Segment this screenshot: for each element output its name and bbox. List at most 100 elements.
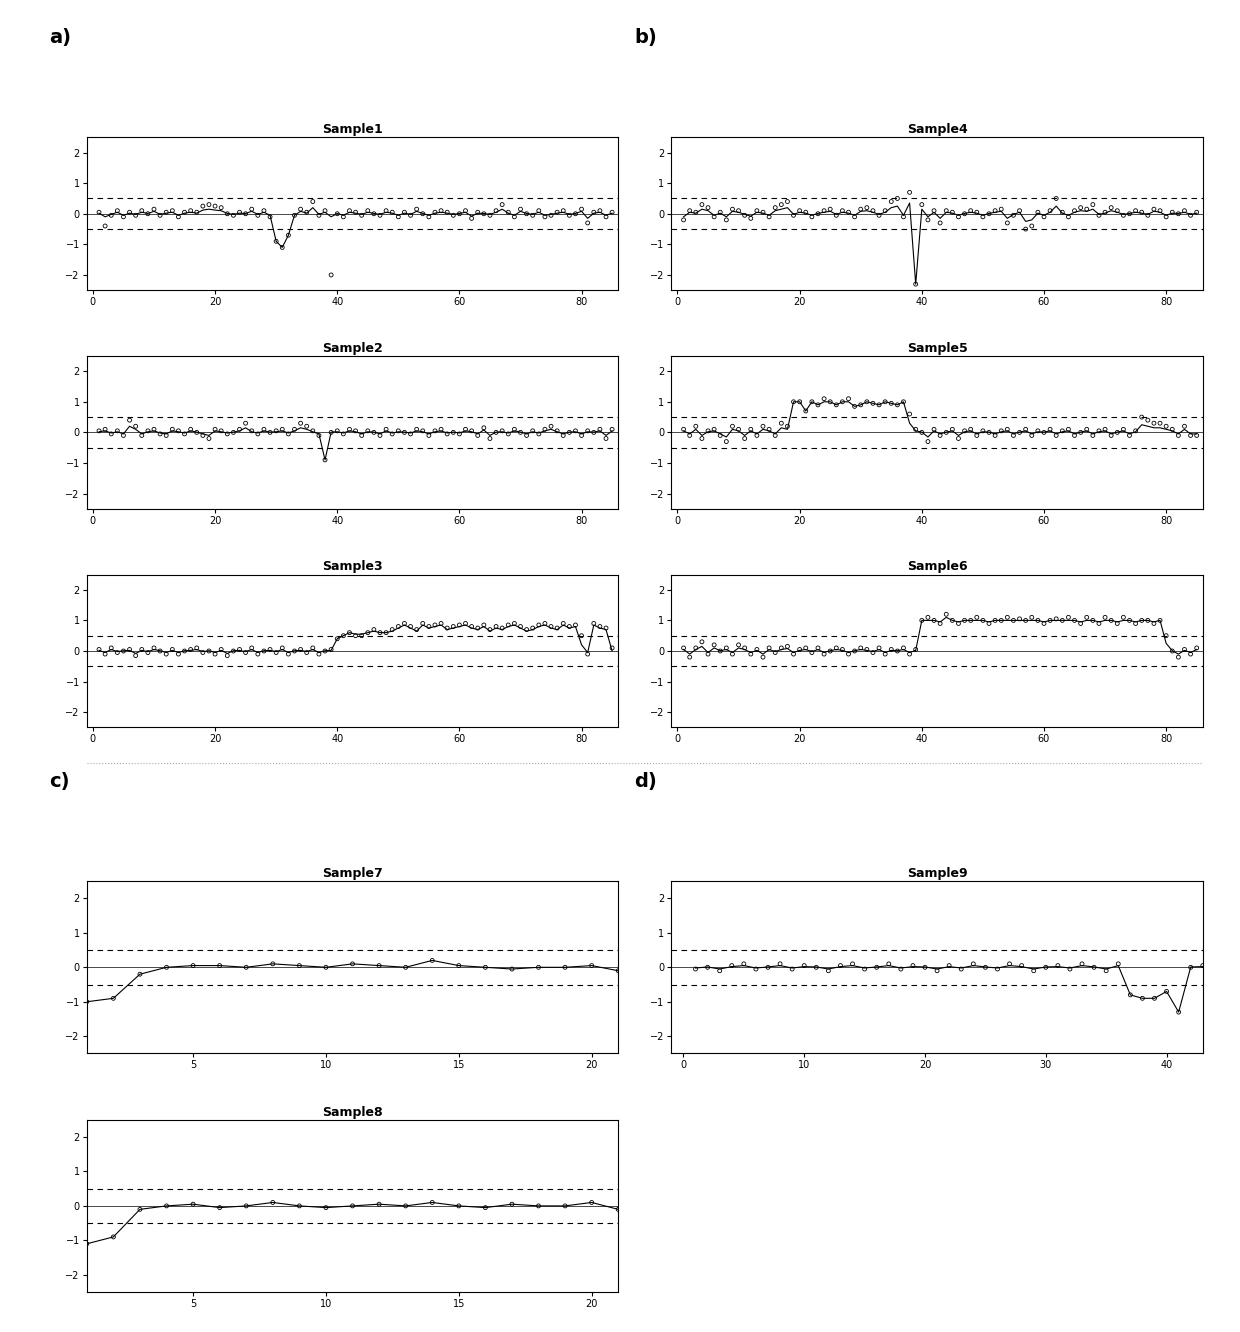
Point [1003,610,1023,631]
Point [882,639,901,661]
Point [150,641,170,662]
Point [248,643,268,665]
Title: Sample2: Sample2 [322,342,383,354]
Point [1065,610,1085,631]
Point [467,618,487,639]
Point [1016,418,1035,440]
Point [838,201,858,222]
Point [832,639,852,661]
Point [125,416,145,437]
Point [505,418,525,440]
Point [1096,960,1116,982]
Point [492,618,512,639]
Point [936,603,956,625]
Point [1145,987,1164,1008]
Point [1065,200,1085,221]
Point [1059,418,1079,440]
Point [991,198,1011,220]
Point [973,206,993,228]
Point [838,643,858,665]
Point [1180,956,1200,978]
Title: Sample5: Sample5 [906,342,967,354]
Point [210,1197,229,1219]
Point [698,956,718,978]
Point [867,956,887,978]
Point [844,206,864,228]
Point [955,202,975,224]
Point [1151,610,1171,631]
Point [394,613,414,634]
Point [609,1199,629,1220]
Point [217,424,237,445]
Title: Sample3: Sample3 [322,561,383,573]
Point [942,201,962,222]
Point [1060,958,1080,979]
Point [511,198,531,220]
Point [486,200,506,221]
Point [1012,955,1032,976]
Point [986,610,1006,631]
Point [905,273,925,294]
Point [556,956,575,978]
Point [869,205,889,226]
Point [193,425,213,446]
Point [102,205,122,226]
Point [370,1193,389,1215]
Point [263,954,283,975]
Point [425,614,445,635]
Point [936,200,956,221]
Point [1034,422,1054,444]
Point [242,420,262,441]
Point [413,613,433,634]
Point [502,958,522,979]
Point [1138,205,1158,226]
Point [181,200,201,221]
Point [217,202,237,224]
Point [1028,201,1048,222]
Point [423,950,443,971]
Point [735,637,755,658]
Point [534,613,554,634]
Point [729,418,749,440]
Point [523,420,543,441]
Point [559,615,579,637]
Point [394,201,414,222]
Point [119,201,139,222]
Point [832,392,852,413]
Point [150,205,170,226]
Point [1145,198,1164,220]
Point [528,956,548,978]
Point [924,418,944,440]
Point [572,198,591,220]
Point [918,606,937,627]
Point [1022,606,1042,627]
Point [144,198,164,220]
Text: b): b) [634,28,657,47]
Point [334,424,353,445]
Point [376,622,396,643]
Point [704,206,724,228]
Point [541,416,560,437]
Point [770,954,790,975]
Point [95,418,115,440]
Point [565,420,585,441]
Point [309,643,329,665]
Point [144,418,164,440]
Point [821,641,841,662]
Point [474,417,494,438]
Point [1022,216,1042,237]
Point [875,643,895,665]
Point [511,615,531,637]
Point [949,206,968,228]
Point [461,420,481,441]
Point [734,954,754,975]
Point [394,422,414,444]
Point [955,420,975,441]
Point [175,201,195,222]
Point [193,196,213,217]
Point [376,200,396,221]
Point [315,641,335,662]
Point [279,643,299,665]
Point [187,201,207,222]
Point [790,639,810,661]
